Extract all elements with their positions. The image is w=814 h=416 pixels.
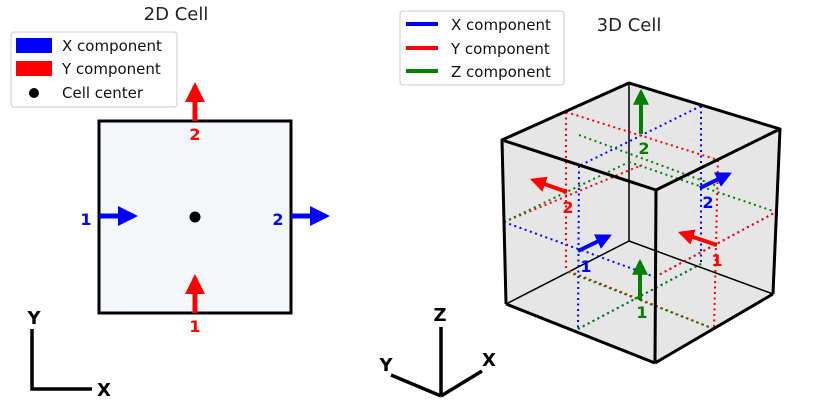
legend-2d-x-patch (16, 38, 52, 53)
x2-label-3d: 2 (702, 193, 713, 212)
axes-2d-lines (30, 329, 92, 391)
cube-edge-bottom-left (505, 302, 656, 365)
panel-2d: 2D Cell X component Y component Cell cen… (10, 4, 330, 401)
x1-label-2d: 1 (80, 210, 91, 229)
y2-arrow-3d (529, 176, 568, 194)
axes-3d-y-label: Y (378, 355, 393, 376)
y1-label-2d: 1 (189, 317, 200, 336)
legend-3d-y-label: Y component (450, 40, 550, 58)
legend-2d-center-label: Cell center (62, 84, 144, 102)
cube-front-right-face (655, 129, 780, 363)
y-midplane-edge (713, 159, 719, 330)
legend-3d-frame (399, 10, 565, 86)
hidden-edge-left (505, 240, 630, 305)
x2-label-2d: 2 (272, 210, 283, 229)
legend-2d-y-patch (16, 61, 52, 76)
x1-label-3d: 1 (580, 257, 591, 276)
legend-3d-x-label: X component (451, 16, 551, 34)
legend-2d-frame (10, 31, 178, 108)
z-midplane-edge (567, 271, 715, 330)
cube-edge-left (500, 139, 508, 305)
legend-2d: X component Y component Cell center (10, 31, 178, 108)
x-midplane-edge (503, 221, 656, 278)
cube-edge-front (653, 189, 658, 364)
panel-2d-title: 2D Cell (144, 4, 209, 25)
axes-3d-z-label: Z (433, 305, 446, 326)
y1-label-3d: 1 (711, 251, 722, 270)
z2-label-3d: 2 (638, 139, 649, 158)
z-midplane-edge (578, 134, 718, 187)
axes-2d-x-label: X (97, 380, 111, 401)
cell-center-dot (189, 211, 201, 223)
x1-arrow-3d (577, 234, 612, 253)
axes-2d-y-label: Y (26, 308, 41, 329)
z1-label-3d: 1 (636, 303, 647, 322)
z-midplane-edge (577, 263, 702, 330)
y1-arrow-3d (677, 229, 718, 247)
x2-arrow-3d (699, 172, 732, 190)
cube-edge-right (771, 128, 782, 295)
legend-2d-center-dot (29, 88, 39, 98)
hidden-edge-right (628, 240, 774, 295)
axes-2d: Y X (26, 308, 111, 401)
y-midplane-edge (565, 111, 719, 161)
legend-2d-x-label: X component (62, 37, 162, 55)
y2-label-3d: 2 (562, 198, 573, 217)
legend-3d: X component Y component Z component (399, 10, 565, 86)
z-midplane-edge (503, 161, 630, 223)
legend-3d-z-label: Z component (451, 63, 551, 81)
panel-3d: 3D Cell X component Y component Z compon… (378, 10, 782, 398)
cube-edge-bottom-right (654, 292, 774, 365)
y2-label-2d: 2 (189, 125, 200, 144)
axes-3d-lines (390, 327, 483, 398)
y-midplane-edge (654, 211, 777, 278)
axes-3d-x-label: X (482, 350, 496, 371)
cube-edges (500, 81, 782, 365)
legend-2d-y-label: Y component (61, 60, 161, 78)
axes-3d: Z Y X (378, 305, 496, 398)
panel-3d-title: 3D Cell (597, 15, 662, 36)
